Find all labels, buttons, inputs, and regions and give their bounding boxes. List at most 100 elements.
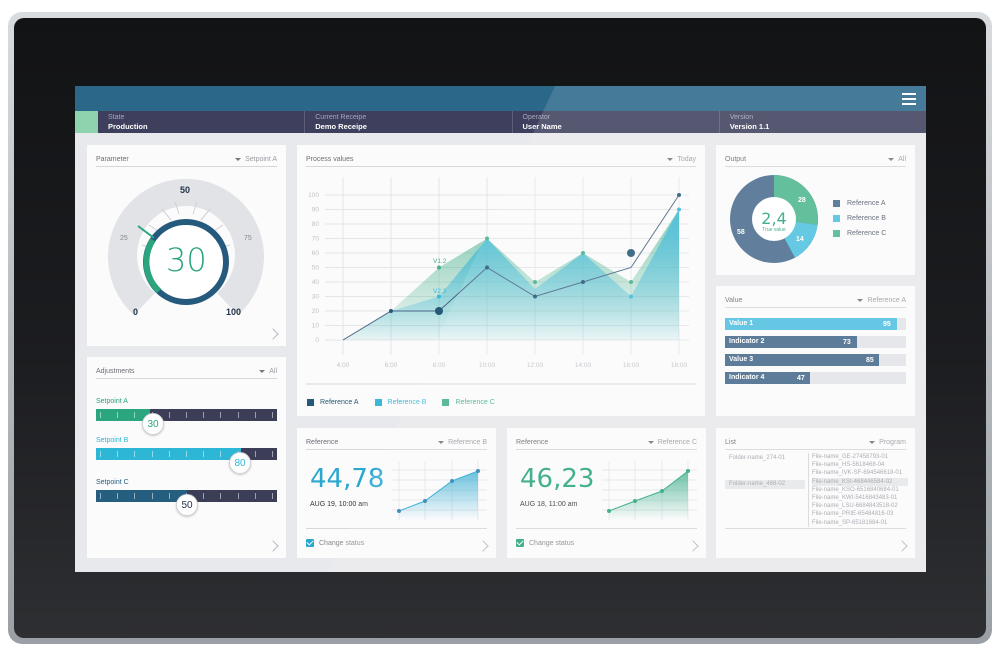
filter-label: Today [677, 156, 696, 163]
slider-label: Setpoint A [96, 398, 128, 405]
adjustments-filter-dropdown[interactable]: All [259, 368, 277, 375]
top-bar [75, 86, 926, 111]
setpoint-b-slider[interactable]: 80 [96, 448, 277, 474]
folder-list: Folder-name_274-01 Folder-name_468-02 [725, 454, 805, 506]
file-item[interactable]: File-name_HS-5618468-04 [812, 462, 885, 469]
filter-label: Program [879, 439, 906, 446]
filter-label: All [898, 156, 906, 163]
status-label: State [108, 114, 125, 121]
svg-text:0: 0 [315, 337, 319, 344]
bar-value: 95 [883, 320, 891, 328]
legend-item[interactable]: Reference A [307, 399, 359, 406]
card-title: List [725, 439, 736, 446]
svg-text:20: 20 [312, 308, 320, 315]
file-item[interactable]: File-name_PRIE-65484816-03 [812, 511, 894, 518]
hamburger-menu-icon[interactable] [902, 93, 916, 105]
svg-text:10:00: 10:00 [479, 362, 496, 369]
card-title: Reference [306, 439, 339, 446]
bar-value: 85 [866, 356, 874, 364]
svg-text:60: 60 [312, 250, 320, 257]
reference-c-filter-dropdown[interactable]: Reference C [647, 439, 697, 446]
card-header: List Program [725, 436, 906, 450]
legend-item[interactable]: Reference A [833, 200, 886, 207]
status-label: Current Receipe [315, 114, 367, 121]
chevron-right-icon[interactable] [896, 540, 908, 552]
state-indicator [75, 111, 98, 133]
file-item[interactable]: File-name_KSO-6516840684-01 [812, 486, 899, 493]
card-title: Adjustments [96, 368, 135, 375]
svg-text:70: 70 [312, 236, 320, 243]
value-bar: Indicator 2 73 [725, 336, 906, 348]
file-item[interactable]: File-name_IVK-SF-694546618-01 [812, 470, 903, 477]
caret-down-icon [869, 441, 876, 444]
legend-item[interactable]: Reference B [833, 215, 886, 222]
value-card: Value Reference A Value 1 95 Indicator 2 7… [716, 286, 915, 416]
legend-item[interactable]: Reference C [833, 230, 886, 237]
slider-label: Setpoint C [96, 479, 129, 486]
card-title: Parameter [96, 156, 129, 163]
output-filter-dropdown[interactable]: All [888, 156, 906, 163]
slider-fill [96, 409, 151, 421]
checkbox-checked-icon[interactable] [306, 539, 314, 547]
parameter-filter-dropdown[interactable]: Setpoint A [235, 156, 277, 163]
value-filter-dropdown[interactable]: Reference A [857, 297, 906, 304]
svg-text:18:00: 18:00 [671, 362, 688, 369]
caret-down-icon [438, 441, 445, 444]
legend-label: Reference B [847, 215, 886, 222]
file-item-selected[interactable]: File-name_KSI-468446584-02 [812, 477, 908, 486]
file-item[interactable]: File-name_LSU-6684843518-02 [812, 503, 898, 510]
slider-knob[interactable]: 50 [176, 494, 198, 516]
svg-text:True value: True value [762, 227, 786, 233]
setpoint-a-slider[interactable]: 30 [96, 409, 277, 435]
svg-text:30: 30 [312, 294, 320, 301]
change-status-checkbox[interactable]: Change status [306, 539, 364, 547]
filter-label: All [269, 368, 277, 375]
reference-date: AUG 19, 10:00 am [310, 501, 368, 508]
reference-date: AUG 18, 11:00 am [520, 501, 578, 508]
value-bar: Value 3 85 [725, 354, 906, 366]
file-item[interactable]: File-name_GE-27458793-01 [812, 454, 889, 460]
reference-b-filter-dropdown[interactable]: Reference B [438, 439, 487, 446]
slider-knob[interactable]: 80 [229, 452, 251, 474]
gauge [108, 178, 264, 315]
svg-text:90: 90 [312, 207, 320, 214]
slider-ticks [96, 409, 277, 421]
caret-down-icon [888, 158, 895, 161]
file-item[interactable]: File-name_SP-65181684-01 [812, 519, 888, 526]
svg-text:V1.2: V1.2 [433, 258, 447, 265]
caret-down-icon [235, 158, 242, 161]
bar-value: 73 [843, 338, 851, 346]
svg-text:4:00: 4:00 [337, 362, 350, 369]
setpoint-c-slider[interactable]: 50 [96, 490, 277, 516]
file-item[interactable]: File-name_KWI-5416843483-01 [812, 494, 898, 501]
status-receipe: Current Receipe Demo Receipe [305, 111, 513, 133]
parameter-card: Parameter Setpoint A 30 50 25 75 0 100 [87, 145, 286, 346]
reference-value: 44,78 [310, 464, 385, 494]
folder-item[interactable]: Folder-name_274-01 [729, 455, 786, 461]
folder-item-selected[interactable]: Folder-name_468-02 [725, 480, 805, 489]
card-header: Reference Reference B [306, 436, 487, 450]
slider-knob[interactable]: 30 [142, 413, 164, 435]
legend-item[interactable]: Reference B [374, 399, 426, 406]
filter-label: Reference C [657, 439, 697, 446]
svg-text:100: 100 [308, 192, 319, 199]
list-filter-dropdown[interactable]: Program [869, 439, 906, 446]
change-status-checkbox[interactable]: Change status [516, 539, 574, 547]
svg-text:14: 14 [796, 236, 804, 243]
legend-label: Reference A [320, 399, 359, 406]
gauge-tick: 25 [120, 235, 128, 242]
card-title: Value [725, 297, 743, 304]
svg-text:16:00: 16:00 [623, 362, 640, 369]
filter-label: Reference B [448, 439, 487, 446]
checkbox-checked-icon[interactable] [516, 539, 524, 547]
checkbox-label: Change status [319, 539, 365, 547]
legend-item[interactable]: Reference C [442, 399, 495, 406]
output-card: Output All 28 14 58 2,4 True value Refer… [716, 145, 915, 275]
bar-label: Value 3 [729, 356, 754, 363]
filter-label: Reference A [867, 297, 906, 304]
process-filter-dropdown[interactable]: Today [667, 156, 696, 163]
output-donut-chart: 28 14 58 2,4 True value [730, 175, 819, 263]
chevron-right-icon[interactable] [267, 540, 279, 552]
reference-b-card: Reference Reference B 44,78 AUG 19, 10:0… [297, 428, 496, 558]
file-list: File-name_GE-27458793-01 File-name_HS-56… [808, 453, 908, 527]
